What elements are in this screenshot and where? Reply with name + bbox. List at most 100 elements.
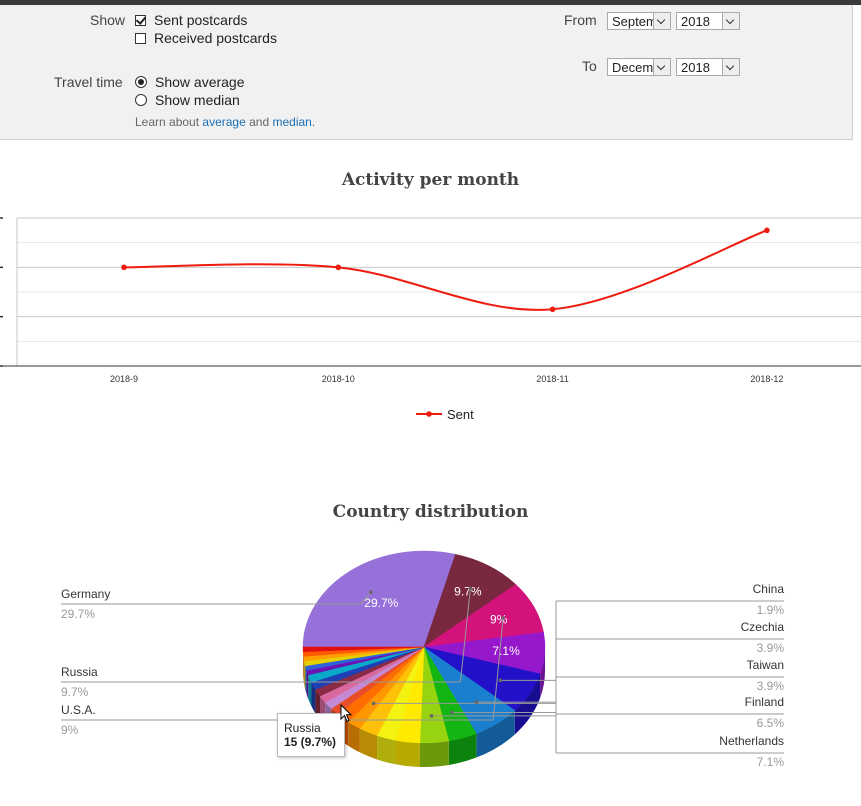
chevron-down-icon (722, 13, 739, 29)
pie-slice-side (476, 710, 515, 758)
to-label: To (582, 58, 597, 74)
from-year-select[interactable]: 2018 (676, 12, 740, 30)
pie-slice-side (315, 689, 321, 721)
learn-suffix: . (311, 115, 316, 129)
callout-label: Finland (745, 695, 784, 709)
data-point (764, 227, 770, 234)
show-average-radio[interactable]: Show average (135, 74, 245, 90)
callout-label: Netherlands (719, 734, 784, 748)
learn-prefix: Learn about (135, 115, 200, 129)
pie-slice (302, 646, 425, 652)
activity-line-chart: 2018-9 2018-10 2018-11 2018-12 Sent (0, 217, 861, 422)
callout-line (459, 588, 471, 683)
tooltip-value: 15 (9.7%) (284, 735, 337, 749)
received-postcards-label: Received postcards (154, 30, 277, 46)
callout-dot (501, 616, 505, 620)
window-top-bar (0, 0, 861, 5)
median-link[interactable]: median (272, 115, 312, 129)
series-line-sent (123, 229, 768, 311)
show-median-radio[interactable]: Show median (135, 92, 240, 108)
callout-label: Russia (61, 665, 98, 679)
pie-slice-side (359, 728, 378, 760)
filter-panel: Show Sent postcards Received postcards T… (0, 5, 853, 140)
checkbox-unchecked-icon (135, 32, 146, 44)
callout-value: 3.9% (757, 679, 785, 693)
callout-value: 6.5% (757, 716, 785, 730)
pie-slice-side (304, 661, 306, 690)
tooltip-label: Russia (284, 721, 321, 735)
callout-label: U.S.A. (61, 703, 96, 717)
show-average-label: Show average (155, 74, 245, 90)
chevron-down-icon (653, 13, 670, 29)
pie-slice-side (305, 665, 307, 695)
pie-slice-side (308, 675, 312, 707)
pie-slice-side (448, 733, 477, 765)
callout-label: Taiwan (747, 658, 784, 672)
callout-dot (429, 714, 434, 718)
pie-slice-side (540, 647, 545, 698)
average-link[interactable]: average (202, 115, 246, 129)
pie-slice-side (514, 673, 541, 735)
travel-time-label: Travel time (54, 74, 123, 90)
pie-tooltip: Russia 15 (9.7%) (277, 713, 345, 757)
pie-slice-side (348, 721, 360, 753)
activity-chart-title: Activity per month (341, 170, 520, 190)
to-year-select[interactable]: 2018 (676, 58, 740, 76)
checkbox-checked-icon (135, 14, 146, 26)
callout-dot (369, 590, 373, 594)
x-tick-label: 2018-12 (750, 374, 783, 384)
mouse-cursor-icon (340, 704, 353, 723)
to-month-select[interactable]: December (607, 58, 671, 76)
callout-line (360, 591, 372, 605)
callout-value: 9.7% (61, 685, 89, 699)
callout-dot (371, 701, 376, 706)
callout-label: Germany (61, 587, 110, 601)
pie-slice (302, 550, 456, 648)
callout-dot (468, 586, 473, 591)
sent-postcards-label: Sent postcards (154, 12, 248, 28)
x-tick-label: 2018-11 (536, 374, 568, 384)
x-tick-label: 2018-10 (322, 374, 355, 384)
callout-label: Czechia (741, 620, 785, 634)
country-chart-title: Country distribution (332, 502, 529, 522)
slice-percent-label: 9.7% (454, 585, 482, 599)
from-month-select[interactable]: September (607, 12, 671, 30)
radio-checked-icon (135, 76, 147, 88)
callout-label: China (753, 582, 785, 596)
country-pie-chart: 29.7% 9.7% 9% 7.1% Germany 29.7% Russia 9.7% U.S… (61, 550, 785, 769)
received-postcards-checkbox[interactable]: Received postcards (135, 30, 277, 46)
show-median-label: Show median (155, 92, 240, 108)
pie-slice-side (306, 670, 309, 700)
pie-slice-side (303, 656, 305, 686)
radio-unchecked-icon (135, 94, 147, 106)
callout-value: 9% (61, 723, 79, 737)
show-label: Show (90, 12, 126, 28)
x-tick-label: 2018-9 (110, 374, 138, 384)
sent-postcards-checkbox[interactable]: Sent postcards (135, 12, 247, 28)
callout-value: 29.7% (61, 607, 95, 621)
from-label: From (564, 12, 597, 28)
data-point (121, 264, 127, 271)
legend-marker-sent (426, 411, 432, 417)
callout-value: 7.1% (757, 755, 785, 769)
pie-slice-side (311, 682, 316, 714)
slice-percent-label: 7.1% (492, 644, 520, 658)
pie-slice-side (377, 735, 396, 765)
data-point (549, 306, 556, 313)
data-point (335, 264, 342, 271)
chevron-down-icon (722, 59, 739, 75)
pie-slice-side (395, 740, 420, 767)
pie-slice-side (419, 740, 449, 767)
to-year-value: 2018 (681, 60, 710, 75)
callout-dot (474, 700, 479, 704)
callout-value: 3.9% (757, 641, 785, 655)
callout-dot (450, 710, 454, 715)
slice-percent-label: 9% (490, 613, 508, 627)
callout-value: 1.9% (757, 603, 785, 617)
learn-about-text: Learn about average and median. (135, 115, 315, 129)
from-year-value: 2018 (681, 14, 710, 29)
callout-dot (498, 678, 503, 683)
slice-percent-label: 29.7% (364, 596, 398, 610)
chevron-down-icon (653, 59, 670, 75)
learn-and: and (249, 115, 270, 129)
